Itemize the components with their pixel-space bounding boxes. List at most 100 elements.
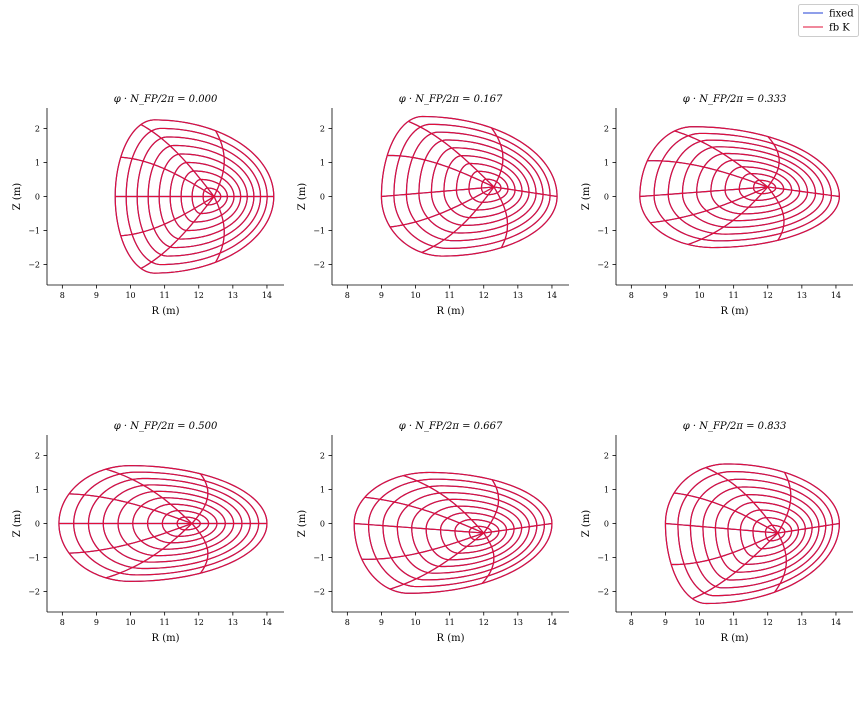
x-tick-label: 9 <box>94 291 99 300</box>
x-tick-label: 10 <box>125 291 135 300</box>
y-tick-label: 2 <box>35 124 40 133</box>
panel-title: φ · N_FP/2π = 0.333 <box>683 94 787 105</box>
poloidal-line-fb-k <box>120 156 215 198</box>
panel-title: φ · N_FP/2π = 0.833 <box>683 421 787 432</box>
poloidal-line-fb-k <box>674 492 779 534</box>
y-axis-label: Z (m) <box>297 510 308 538</box>
poloidal-line-fb-k <box>69 522 193 554</box>
poloidal-line-fb-k <box>389 532 485 590</box>
flux-surfaces <box>114 119 275 274</box>
flux-surfaces <box>664 463 840 605</box>
flux-surface-fb-k <box>739 509 800 558</box>
x-tick-label: 8 <box>345 291 350 300</box>
y-axis-label: Z (m) <box>581 183 592 211</box>
x-axis-label: R (m) <box>152 633 180 644</box>
x-tick-label: 11 <box>729 291 739 300</box>
x-tick-label: 9 <box>379 618 384 627</box>
y-tick-label: 0 <box>604 520 609 529</box>
legend-label-fb-k: fb K <box>829 23 850 34</box>
x-tick-label: 10 <box>694 291 704 300</box>
x-tick-label: 14 <box>831 618 841 627</box>
poloidal-line-fb-k <box>647 160 768 188</box>
poloidal-line-fixed <box>403 474 485 534</box>
poloidal-line-fb-k <box>140 124 215 197</box>
flux-surface-fb-k <box>367 478 545 588</box>
poloidal-line-fb-k <box>120 195 215 237</box>
y-tick-label: 1 <box>35 158 40 167</box>
y-axis-label: Z (m) <box>12 183 23 211</box>
x-tick-label: 12 <box>763 618 773 627</box>
poloidal-line-fb-k <box>213 196 225 263</box>
x-tick-label: 13 <box>228 618 238 627</box>
y-tick-label: −2 <box>28 588 40 597</box>
y-tick-label: 1 <box>604 158 609 167</box>
y-tick-label: 0 <box>320 520 325 529</box>
x-tick-label: 8 <box>60 618 65 627</box>
y-axis-label: Z (m) <box>581 510 592 538</box>
poloidal-line-fb-k <box>490 127 504 188</box>
y-tick-label: −2 <box>313 261 325 270</box>
y-tick-label: −1 <box>313 554 325 563</box>
poloidal-line-fb-k <box>381 186 495 198</box>
poloidal-line-fb-k <box>364 496 484 534</box>
x-tick-label: 13 <box>513 618 523 627</box>
poloidal-line-fb-k <box>191 473 209 524</box>
poloidal-line-fb-k <box>69 493 193 525</box>
y-tick-label: 0 <box>320 193 325 202</box>
y-tick-label: 1 <box>35 485 40 494</box>
x-axis-label: R (m) <box>721 633 749 644</box>
x-tick-label: 12 <box>763 291 773 300</box>
poloidal-line-fixed <box>687 186 769 246</box>
x-tick-label: 9 <box>94 618 99 627</box>
flux-surface-fb-k <box>425 505 515 561</box>
poloidal-line-fixed <box>140 124 215 197</box>
y-tick-label: 2 <box>604 124 609 133</box>
x-tick-label: 12 <box>194 291 204 300</box>
y-tick-label: 1 <box>604 485 609 494</box>
y-tick-label: −2 <box>597 588 609 597</box>
flux-surface-fb-k <box>677 471 834 597</box>
poloidal-line-fb-k <box>767 136 780 188</box>
y-tick-label: −1 <box>597 227 609 236</box>
x-tick-label: 11 <box>445 291 455 300</box>
poloidal-line-fixed <box>140 196 215 269</box>
legend-label-fixed: fixed <box>829 9 854 20</box>
poloidal-line-fb-k <box>483 479 500 534</box>
y-tick-label: 0 <box>35 520 40 529</box>
poloidal-line-fb-k <box>692 532 779 600</box>
x-tick-label: 13 <box>797 618 807 627</box>
poloidal-line-fb-k <box>483 522 553 534</box>
x-axis-label: R (m) <box>721 306 749 317</box>
x-tick-label: 11 <box>160 291 170 300</box>
x-axis-label: R (m) <box>152 306 180 317</box>
x-tick-label: 11 <box>445 618 455 627</box>
y-tick-label: −2 <box>313 588 325 597</box>
x-tick-label: 14 <box>547 618 557 627</box>
x-tick-label: 8 <box>629 291 634 300</box>
poloidal-line-fb-k <box>421 186 495 254</box>
poloidal-line-fb-k <box>140 196 215 269</box>
panel-title: φ · N_FP/2π = 0.167 <box>399 94 503 105</box>
poloidal-line-fb-k <box>705 466 779 534</box>
x-tick-label: 14 <box>547 291 557 300</box>
flux-surfaces <box>639 126 840 249</box>
poloidal-line-fb-k <box>481 532 495 584</box>
poloidal-line-fb-k <box>687 186 769 246</box>
poloidal-line-fb-k <box>191 523 209 574</box>
x-tick-label: 10 <box>125 618 135 627</box>
y-tick-label: −2 <box>28 261 40 270</box>
flux-surface-fb-k <box>689 478 827 589</box>
y-tick-label: −1 <box>313 227 325 236</box>
poloidal-line-fb-k <box>354 522 484 534</box>
y-tick-label: 2 <box>604 451 609 460</box>
panel-title: φ · N_FP/2π = 0.000 <box>114 94 218 105</box>
poloidal-line-fb-k <box>665 522 779 534</box>
y-tick-label: 0 <box>604 193 609 202</box>
poloidal-line-fb-k <box>403 474 485 534</box>
y-tick-label: −2 <box>597 261 609 270</box>
